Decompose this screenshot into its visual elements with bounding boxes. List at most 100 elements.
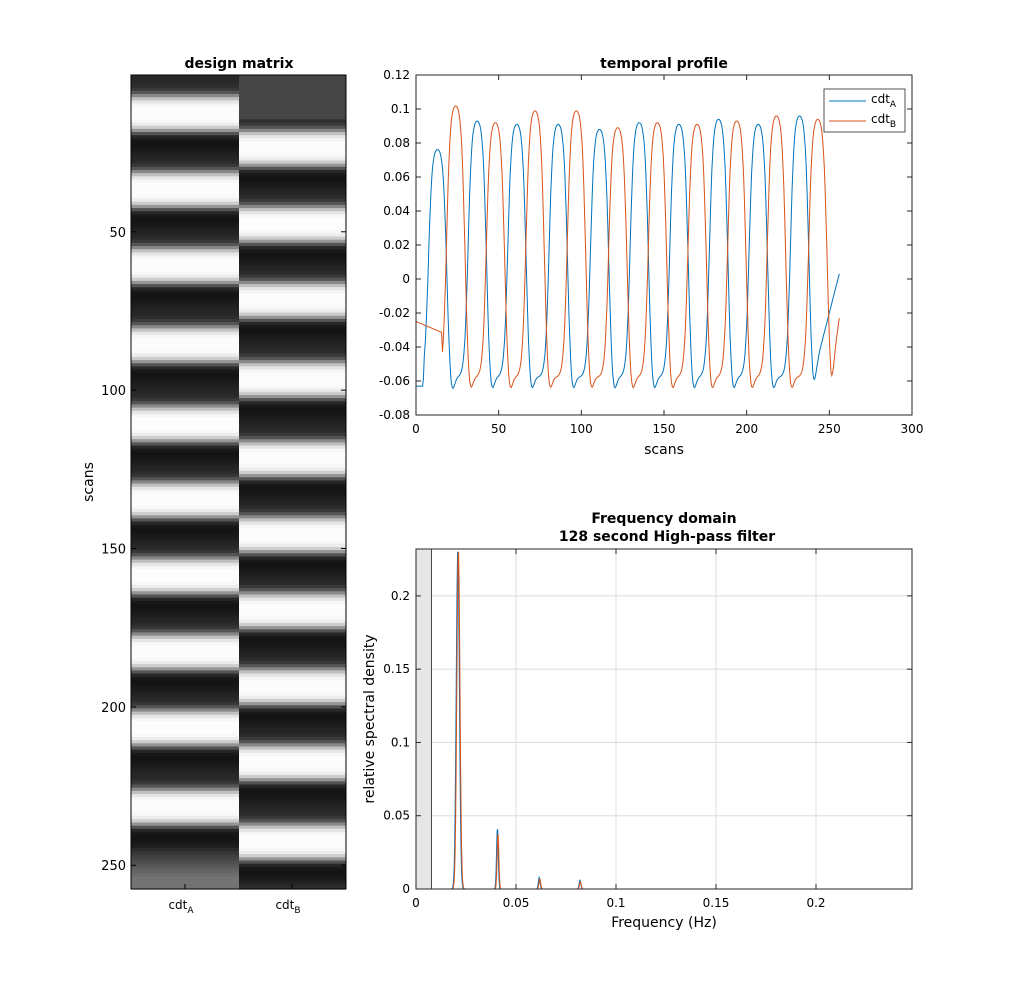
design-matrix-cell: [239, 113, 346, 117]
design-matrix-cell: [239, 331, 346, 336]
design-matrix-cell: [131, 708, 239, 713]
design-matrix-cell: [239, 686, 346, 691]
design-matrix-cell: [131, 850, 239, 855]
legend-entry: cdtA: [871, 92, 897, 110]
design-matrix-cell: [131, 860, 239, 865]
design-matrix-cell: [131, 385, 239, 390]
design-matrix-cell: [239, 531, 346, 535]
frequency-ytick-label: 0: [402, 882, 410, 896]
design-matrix-cell: [239, 201, 346, 206]
design-matrix-cell: [131, 87, 239, 92]
design-matrix-cell: [131, 94, 239, 98]
design-matrix-cell: [131, 192, 239, 196]
design-matrix-cell: [131, 711, 239, 716]
design-matrix-cell: [239, 138, 346, 143]
design-matrix-cell: [239, 252, 346, 257]
design-matrix-cell: [239, 363, 346, 367]
design-matrix-cell: [131, 293, 239, 298]
design-matrix-cell: [239, 645, 346, 649]
design-matrix-cell: [239, 683, 346, 687]
design-matrix-cell: [131, 290, 239, 295]
design-matrix-cell: [239, 312, 346, 317]
design-matrix-cell: [131, 844, 239, 849]
frequency-panel: Frequency domain 128 second High-pass fi…: [362, 511, 913, 931]
design-matrix-cell: [239, 622, 346, 627]
design-matrix-cell: [131, 654, 239, 659]
design-matrix-cell: [131, 499, 239, 504]
design-matrix-cell: [239, 540, 346, 545]
design-matrix-cell: [131, 274, 239, 279]
design-matrix-cell: [239, 122, 346, 127]
design-matrix-cell: [239, 293, 346, 298]
design-matrix-cell: [131, 353, 239, 358]
design-matrix-cell: [239, 667, 346, 672]
design-matrix-cell: [239, 569, 346, 573]
design-matrix-cell: [239, 249, 346, 253]
design-matrix-cell: [239, 189, 346, 193]
design-matrix-cell: [239, 714, 346, 719]
design-matrix-cell: [239, 793, 346, 798]
design-matrix-cell: [131, 439, 239, 444]
design-matrix-cell: [131, 132, 239, 136]
design-matrix-cell: [131, 75, 239, 79]
design-matrix-cell: [131, 597, 239, 602]
design-matrix-cell: [131, 632, 239, 637]
frequency-ylabel: relative spectral density: [362, 634, 378, 803]
design-matrix-cell: [239, 147, 346, 152]
design-matrix-cell: [131, 873, 239, 877]
design-matrix-cell: [239, 299, 346, 304]
design-matrix-cell: [131, 299, 239, 304]
design-matrix-cell: [239, 271, 346, 276]
design-matrix-ytick-label: 250: [101, 859, 126, 874]
temporal-profile-panel: temporal profile 0 50 100 150 200 250 300 -0.08…: [379, 56, 924, 458]
design-matrix-ytick-label: 50: [109, 226, 126, 241]
design-matrix-cell: [131, 648, 239, 653]
temporal-ytick-label: 0.08: [383, 136, 410, 150]
design-matrix-cell: [239, 75, 346, 79]
design-matrix-cell: [131, 236, 239, 241]
design-matrix-cell: [131, 584, 239, 589]
design-matrix-cell: [239, 559, 346, 564]
design-matrix-cell: [131, 812, 239, 817]
design-matrix-cell: [239, 230, 346, 234]
design-matrix-cell: [131, 198, 239, 203]
temporal-xtick-label: 250: [818, 422, 841, 436]
design-matrix-cell: [131, 876, 239, 881]
design-matrix-cell: [239, 366, 346, 371]
design-matrix-cell: [131, 344, 239, 348]
design-matrix-cell: [239, 638, 346, 643]
legend-entry-base: cdt: [871, 112, 890, 126]
design-matrix-cell: [239, 344, 346, 348]
temporal-profile-xlabel: scans: [644, 442, 684, 458]
design-matrix-cell: [131, 831, 239, 836]
design-matrix-cell: [239, 721, 346, 725]
design-matrix-cell: [131, 100, 239, 105]
design-matrix-cell: [239, 584, 346, 589]
design-matrix-cell: [239, 360, 346, 364]
design-matrix-cell: [131, 588, 239, 592]
design-matrix-cell: [239, 673, 346, 678]
design-matrix-cell: [239, 822, 346, 827]
design-matrix-column-label-sub: A: [187, 906, 194, 916]
design-matrix-cell: [239, 369, 346, 374]
design-matrix-cell: [131, 645, 239, 649]
design-matrix-cell: [239, 255, 346, 260]
design-matrix-cell: [239, 746, 346, 751]
design-matrix-cell: [239, 97, 346, 101]
design-matrix-cell: [131, 426, 239, 431]
design-matrix-cell: [131, 407, 239, 412]
design-matrix-cell: [131, 670, 239, 675]
design-matrix-cell: [131, 78, 239, 82]
design-matrix-cell: [131, 847, 239, 852]
design-matrix-cell: [131, 727, 239, 732]
design-matrix-cell: [239, 670, 346, 675]
design-matrix-cell: [131, 347, 239, 352]
frequency-title: Frequency domain: [591, 511, 736, 527]
design-matrix-cell: [239, 847, 346, 852]
design-matrix-cell: [239, 724, 346, 729]
design-matrix-cell: [131, 280, 239, 285]
design-matrix-cell: [239, 657, 346, 662]
design-matrix-cell: [239, 322, 346, 326]
design-matrix-cell: [131, 787, 239, 792]
design-matrix-cell: [131, 366, 239, 371]
